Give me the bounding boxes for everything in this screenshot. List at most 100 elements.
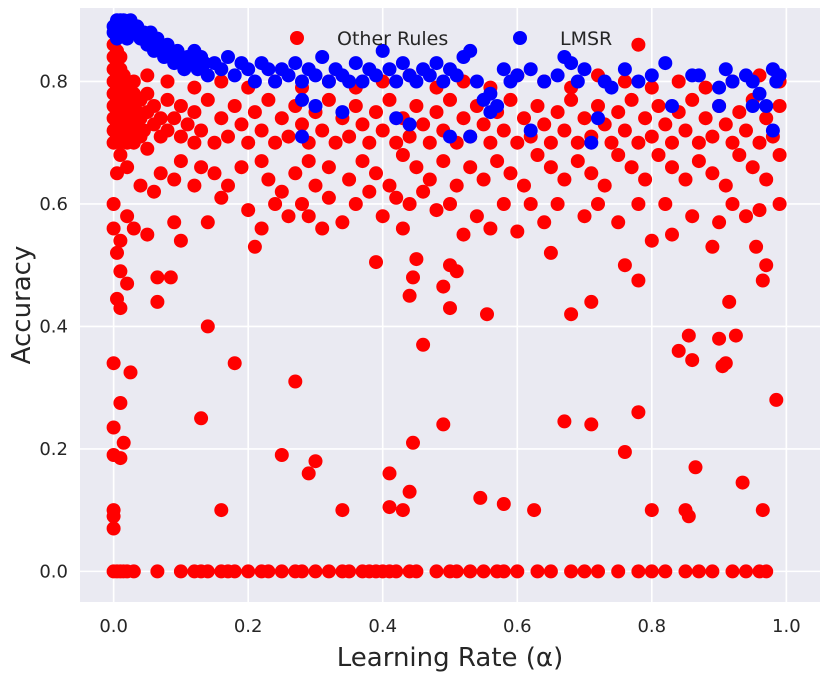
point-other-rules xyxy=(140,227,155,242)
point-other-rules xyxy=(268,135,283,150)
point-other-rules xyxy=(342,172,357,187)
legend-marker-other-rules xyxy=(290,31,304,45)
point-other-rules xyxy=(611,215,626,230)
point-other-rules xyxy=(759,564,774,579)
point-other-rules xyxy=(510,564,525,579)
point-other-rules xyxy=(631,37,646,52)
point-other-rules xyxy=(254,154,269,169)
point-other-rules xyxy=(308,454,323,469)
point-other-rules xyxy=(705,166,720,181)
point-other-rules xyxy=(321,160,336,175)
point-other-rules xyxy=(570,135,585,150)
point-other-rules xyxy=(722,294,737,309)
point-other-rules xyxy=(194,123,209,138)
point-other-rules xyxy=(698,80,713,95)
point-lmsr xyxy=(564,56,579,71)
point-lmsr xyxy=(691,68,706,83)
point-other-rules xyxy=(126,221,141,236)
point-other-rules xyxy=(752,135,767,150)
point-other-rules xyxy=(120,209,135,224)
point-other-rules xyxy=(382,92,397,107)
point-other-rules xyxy=(745,160,760,175)
point-other-rules xyxy=(638,172,653,187)
point-other-rules xyxy=(389,564,404,579)
point-other-rules xyxy=(281,129,296,144)
point-lmsr xyxy=(288,56,303,71)
point-other-rules xyxy=(274,448,289,462)
point-other-rules xyxy=(564,307,579,322)
point-other-rules xyxy=(173,154,188,169)
point-other-rules xyxy=(308,178,323,193)
point-other-rules xyxy=(274,111,289,126)
point-other-rules xyxy=(543,160,558,175)
point-other-rules xyxy=(685,209,700,224)
point-other-rules xyxy=(382,178,397,193)
point-other-rules xyxy=(200,564,215,579)
point-other-rules xyxy=(557,123,572,138)
point-other-rules xyxy=(221,178,235,193)
point-other-rules xyxy=(140,141,155,156)
point-other-rules xyxy=(705,564,720,579)
point-other-rules xyxy=(557,172,572,187)
point-other-rules xyxy=(611,564,626,579)
point-other-rules xyxy=(389,190,404,205)
point-other-rules xyxy=(241,135,256,150)
point-other-rules xyxy=(577,209,592,224)
point-other-rules xyxy=(214,74,229,89)
point-other-rules xyxy=(187,178,202,193)
point-other-rules xyxy=(402,288,417,303)
point-other-rules xyxy=(140,86,155,101)
point-other-rules xyxy=(342,129,357,144)
point-lmsr xyxy=(422,68,437,83)
point-lmsr xyxy=(295,74,309,89)
point-other-rules xyxy=(772,197,787,211)
point-other-rules xyxy=(335,215,350,230)
point-other-rules xyxy=(564,92,579,107)
point-other-rules xyxy=(617,445,632,459)
point-other-rules xyxy=(759,172,774,187)
point-other-rules xyxy=(591,99,605,113)
point-other-rules xyxy=(295,117,309,132)
point-other-rules xyxy=(113,233,128,248)
point-other-rules xyxy=(382,500,397,515)
point-other-rules xyxy=(207,135,222,150)
point-lmsr xyxy=(342,74,357,89)
point-other-rules xyxy=(449,178,464,193)
point-other-rules xyxy=(227,564,242,579)
point-other-rules xyxy=(180,117,195,132)
point-other-rules xyxy=(604,135,619,150)
point-lmsr xyxy=(718,62,733,77)
point-lmsr xyxy=(197,56,212,71)
point-other-rules xyxy=(173,129,188,144)
point-other-rules xyxy=(543,135,558,150)
point-lmsr xyxy=(214,62,229,77)
point-other-rules xyxy=(496,197,511,211)
point-other-rules xyxy=(658,117,673,132)
point-other-rules xyxy=(116,435,131,450)
point-other-rules xyxy=(369,255,383,270)
tick-labels: 0.0 0.2 0.4 0.6 0.8 1.0 0.0 0.2 0.4 0.6 0.8 xyxy=(39,71,800,637)
legend-label-lmsr: LMSR xyxy=(560,28,612,50)
point-other-rules xyxy=(113,148,128,162)
point-other-rules xyxy=(409,564,424,579)
point-other-rules xyxy=(335,503,350,518)
point-other-rules xyxy=(665,135,679,150)
point-other-rules xyxy=(187,80,202,95)
point-other-rules xyxy=(543,564,558,579)
point-other-rules xyxy=(274,184,289,199)
point-other-rules xyxy=(463,564,478,579)
point-other-rules xyxy=(705,129,720,144)
point-other-rules xyxy=(369,105,383,120)
point-lmsr xyxy=(247,74,262,89)
point-other-rules xyxy=(150,294,165,309)
point-other-rules xyxy=(163,270,178,285)
point-lmsr xyxy=(523,62,538,77)
legend-marker-lmsr xyxy=(513,31,527,45)
point-other-rules xyxy=(261,92,276,107)
point-other-rules xyxy=(651,148,666,162)
point-other-rules xyxy=(523,197,538,211)
point-lmsr xyxy=(409,74,424,89)
point-lmsr xyxy=(463,129,478,144)
point-lmsr xyxy=(463,43,478,58)
point-other-rules xyxy=(732,148,747,162)
